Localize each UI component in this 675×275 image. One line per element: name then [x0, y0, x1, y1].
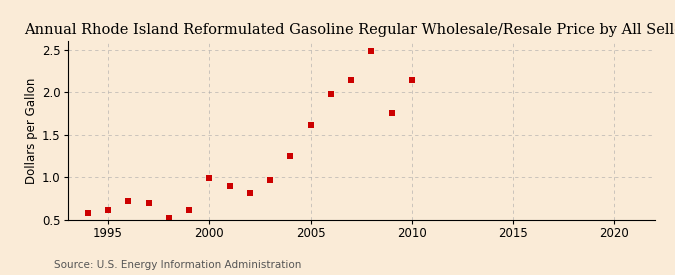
Text: Source: U.S. Energy Information Administration: Source: U.S. Energy Information Administ… — [54, 260, 301, 270]
Y-axis label: Dollars per Gallon: Dollars per Gallon — [25, 78, 38, 184]
Title: Annual Rhode Island Reformulated Gasoline Regular Wholesale/Resale Price by All : Annual Rhode Island Reformulated Gasolin… — [24, 23, 675, 37]
